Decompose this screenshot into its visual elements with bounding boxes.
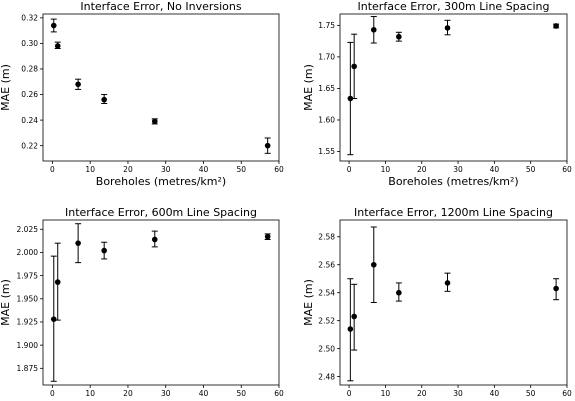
y-tick-label: 1.925	[17, 318, 39, 327]
x-tick-label: 30	[161, 165, 171, 174]
data-point	[101, 247, 107, 254]
data-point	[347, 326, 354, 332]
y-tick-label: 0.24	[21, 116, 38, 125]
x-tick-label: 0	[50, 389, 55, 398]
y-tick-label: 1.55	[318, 147, 335, 156]
y-tick-label: 2.48	[318, 372, 335, 381]
y-tick-label: 2.025	[17, 225, 39, 234]
data-point	[54, 43, 61, 49]
y-tick-label: 2.58	[318, 232, 335, 241]
x-tick-label: 60	[562, 389, 572, 398]
y-tick-label: 1.950	[17, 294, 39, 303]
data-point	[396, 33, 402, 40]
y-tick-label: 1.975	[17, 271, 39, 280]
data-point	[351, 63, 357, 70]
x-axis-label: Boreholes (metres/km²)	[96, 399, 226, 401]
data-point	[101, 96, 107, 103]
y-tick-label: 2.56	[318, 260, 335, 269]
chart-title: Interface Error, 600m Line Spacing	[65, 206, 257, 219]
y-tick-label: 2.52	[318, 316, 335, 325]
chart-title: Interface Error, No Inversions	[80, 0, 242, 13]
chart-panel-4: 0 10 20 30 40 50 60 2.48 2.50 2.52 2.54 2.56 2.58 Int…	[302, 206, 572, 401]
data-point	[370, 26, 377, 33]
y-tick-label: 0.30	[21, 39, 38, 48]
y-tick-label: 1.60	[318, 116, 335, 125]
y-tick-label: 2.54	[318, 288, 335, 297]
x-tick-label: 20	[123, 389, 133, 398]
y-axis-label: MAE (m)	[0, 64, 12, 111]
y-tick-label: 1.875	[17, 364, 39, 373]
data-point	[151, 236, 158, 243]
x-tick-label: 20	[417, 165, 427, 174]
y-axis-label: MAE (m)	[302, 279, 315, 326]
x-tick-label: 50	[526, 165, 536, 174]
data-point	[151, 118, 158, 125]
x-tick-label: 20	[123, 165, 133, 174]
x-tick-label: 10	[85, 389, 95, 398]
y-tick-label: 2.000	[17, 248, 39, 257]
x-tick-label: 50	[526, 389, 536, 398]
plot-frame	[339, 13, 568, 162]
data-point	[264, 233, 271, 240]
x-tick-label: 0	[50, 165, 55, 174]
plot-frame	[42, 219, 280, 386]
chart-title: Interface Error, 300m Line Spacing	[358, 0, 550, 13]
x-tick-label: 30	[453, 165, 463, 174]
x-tick-label: 50	[236, 389, 246, 398]
y-tick-label: 0.32	[21, 14, 38, 23]
x-tick-label: 60	[274, 165, 284, 174]
chart-panel-3: 0 10 20 30 40 50 60 1.875 1.900 1.925 1.950 1.975 2.…	[0, 206, 284, 401]
plot-frame	[42, 13, 280, 162]
y-tick-label: 1.70	[318, 53, 335, 62]
chart-panel-1: 0 10 20 30 40 50 60 0.22 0.24 0.26 0.28 0.30 0.32 Int…	[0, 0, 284, 188]
data-point	[75, 240, 81, 246]
data-point	[264, 142, 271, 149]
chart-panel-2: 0 10 20 30 40 50 60 1.55 1.60 1.65 1.70 1.75 Interfa…	[302, 0, 572, 188]
x-tick-label: 30	[453, 389, 463, 398]
y-tick-label: 1.75	[318, 21, 335, 30]
x-tick-label: 60	[274, 389, 284, 398]
x-tick-label: 0	[347, 389, 352, 398]
data-point	[370, 261, 377, 268]
data-point	[553, 285, 559, 292]
x-tick-label: 40	[490, 165, 500, 174]
y-tick-label: 0.26	[21, 90, 38, 99]
y-tick-label: 0.28	[21, 65, 38, 74]
x-tick-label: 10	[85, 165, 95, 174]
y-tick-label: 1.65	[318, 84, 335, 93]
data-point	[351, 313, 357, 320]
x-tick-label: 50	[236, 165, 246, 174]
data-point	[50, 22, 57, 29]
data-point	[54, 279, 61, 285]
x-tick-label: 20	[417, 389, 427, 398]
x-axis-label: Boreholes (metres/km²)	[388, 399, 518, 401]
data-point	[50, 316, 57, 322]
x-tick-label: 40	[199, 389, 209, 398]
y-tick-label: 1.900	[17, 341, 39, 350]
data-point	[75, 81, 81, 88]
x-axis-label: Boreholes (metres/km²)	[96, 175, 226, 188]
x-tick-label: 30	[161, 389, 171, 398]
data-point	[444, 280, 451, 286]
x-tick-label: 60	[562, 165, 572, 174]
x-tick-label: 10	[381, 389, 391, 398]
y-axis-label: MAE (m)	[0, 279, 12, 326]
x-tick-label: 40	[199, 165, 209, 174]
data-point	[396, 289, 402, 296]
plot-frame	[339, 219, 568, 386]
data-point	[347, 95, 354, 102]
y-tick-label: 2.50	[318, 344, 335, 353]
data-point	[553, 23, 559, 29]
x-tick-label: 10	[381, 165, 391, 174]
chart-title: Interface Error, 1200m Line Spacing	[354, 206, 553, 219]
x-tick-label: 40	[490, 389, 500, 398]
x-axis-label: Boreholes (metres/km²)	[388, 175, 518, 188]
y-axis-label: MAE (m)	[302, 64, 315, 111]
y-tick-label: 0.22	[21, 141, 38, 150]
x-tick-label: 0	[347, 165, 352, 174]
data-point	[444, 25, 451, 31]
